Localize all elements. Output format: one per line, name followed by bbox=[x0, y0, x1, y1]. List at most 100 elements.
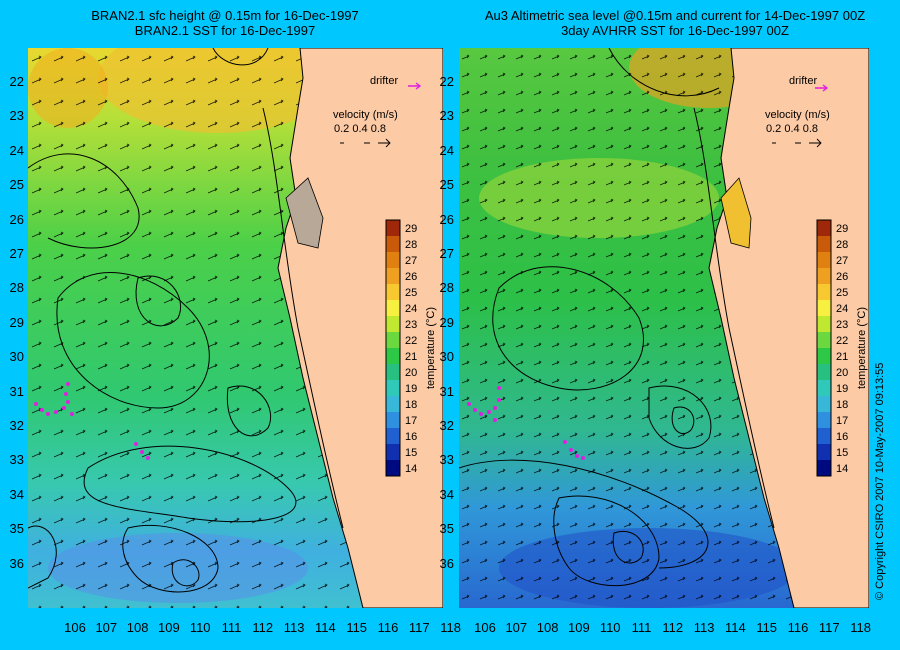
latitude-tick-label: 26 bbox=[439, 211, 454, 227]
colorbar-segment bbox=[817, 348, 831, 364]
latitude-tick-label: 22 bbox=[9, 74, 24, 89]
longitude-tick-label: 112 bbox=[252, 620, 274, 635]
velocity-scale-arrows bbox=[772, 138, 822, 148]
colorbar-tick-label: 19 bbox=[405, 383, 417, 395]
colorbar-tick-label: 29 bbox=[405, 223, 417, 235]
sea-level-contour bbox=[459, 459, 709, 569]
colorbar-segment bbox=[817, 380, 831, 396]
colorbar-segment bbox=[386, 236, 400, 252]
colorbar-tick-label: 23 bbox=[405, 319, 417, 331]
longitude-tick-label: 118 bbox=[440, 620, 461, 635]
latitude-tick-label: 30 bbox=[9, 349, 24, 365]
colorbar-tick-label: 24 bbox=[836, 303, 848, 315]
right-panel-title: Au3 Altimetric sea level @0.15m and curr… bbox=[470, 8, 880, 38]
sea-level-contour bbox=[28, 525, 57, 589]
colorbar-segment bbox=[386, 380, 400, 396]
colorbar-border bbox=[385, 219, 401, 477]
sea-level-contour bbox=[553, 495, 660, 587]
longitude-tick-label: 109 bbox=[158, 620, 180, 635]
latitude-tick-label: 34 bbox=[9, 486, 24, 502]
sea-level-contour bbox=[693, 107, 775, 529]
latitude-tick-label: 27 bbox=[439, 246, 454, 261]
longitude-tick-label: 117 bbox=[818, 620, 840, 635]
latitude-tick-label: 29 bbox=[439, 314, 454, 330]
colorbar-segment bbox=[817, 268, 831, 284]
sea-level-contour bbox=[212, 48, 269, 66]
colorbar-segment bbox=[386, 268, 400, 284]
landmass bbox=[277, 48, 443, 608]
longitude-tick-label: 112 bbox=[662, 620, 684, 635]
colorbar-tick-label: 26 bbox=[836, 271, 848, 283]
colorbar-tick-label: 21 bbox=[836, 351, 848, 363]
sea-level-contour bbox=[226, 385, 272, 437]
colorbar-segment bbox=[386, 252, 400, 268]
colorbar-segment bbox=[386, 220, 400, 236]
longitude-tick-label: 113 bbox=[283, 620, 305, 635]
colorbar-segment bbox=[817, 396, 831, 412]
latitude-tick-label: 23 bbox=[439, 108, 454, 124]
colorbar-segment bbox=[817, 236, 831, 252]
delta-region bbox=[285, 177, 324, 249]
latitude-tick-label: 23 bbox=[9, 108, 24, 124]
colorbar-tick-label: 26 bbox=[405, 271, 417, 283]
delta-region bbox=[720, 177, 752, 249]
colorbar-tick-label: 14 bbox=[405, 463, 417, 475]
colorbar-segment bbox=[817, 220, 831, 236]
latitude-tick-label: 27 bbox=[9, 246, 24, 261]
longitude-tick-label: 118 bbox=[850, 620, 871, 635]
colorbar-segment bbox=[817, 428, 831, 444]
colorbar-segment bbox=[817, 412, 831, 428]
right-map-panel: drifter velocity (m/s) 0.2 0.4 0.8 29 28 2… bbox=[459, 48, 869, 608]
colorbar-segment bbox=[817, 332, 831, 348]
longitude-tick-label: 108 bbox=[536, 620, 559, 635]
longitude-tick-label: 115 bbox=[756, 620, 778, 635]
latitude-tick-label: 35 bbox=[439, 521, 454, 537]
right-title-line2: 3day AVHRR SST for 16-Dec-1997 00Z bbox=[561, 23, 789, 38]
drifter-tracks bbox=[467, 386, 585, 460]
colorbar-segment bbox=[386, 444, 400, 460]
copyright-notice: © Copyright CSIRO 2007 10-May-2007 09:13… bbox=[874, 362, 886, 600]
longitude-tick-label: 114 bbox=[315, 620, 336, 635]
colorbar: 29 28 27 26 25 24 23 22 21 20 19 18 17 16 15 14 temperat… bbox=[816, 219, 868, 477]
colorbar-tick-label: 18 bbox=[405, 399, 417, 411]
colorbar-segment bbox=[386, 460, 400, 476]
latitude-tick-label: 24 bbox=[439, 142, 454, 158]
velocity-scale-values: 0.2 0.4 0.8 bbox=[766, 123, 818, 135]
colorbar-tick-label: 14 bbox=[836, 463, 848, 475]
sea-level-contour bbox=[671, 406, 695, 435]
sea-level-contour bbox=[262, 107, 344, 529]
sea-level-contour bbox=[135, 275, 182, 327]
colorbar-label: temperature (°C) bbox=[425, 307, 437, 389]
latitude-tick-label: 26 bbox=[9, 211, 24, 227]
colorbar-segment bbox=[817, 316, 831, 332]
left-panel-title: BRAN2.1 sfc height @ 0.15m for 16-Dec-19… bbox=[40, 8, 410, 38]
colorbar-tick-label: 17 bbox=[836, 415, 848, 427]
velocity-scale-arrows bbox=[340, 138, 391, 148]
longitude-tick-label: 111 bbox=[221, 620, 242, 635]
drifter-legend-arrow bbox=[815, 84, 829, 92]
sea-level-contour bbox=[83, 445, 297, 523]
latitude-tick-label: 22 bbox=[439, 74, 454, 89]
sea-level-contour bbox=[648, 385, 712, 449]
colorbar-tick-label: 23 bbox=[836, 319, 848, 331]
colorbar-tick-label: 22 bbox=[405, 335, 417, 347]
latitude-tick-label: 33 bbox=[9, 452, 24, 468]
longitude-tick-label: 106 bbox=[474, 620, 496, 635]
colorbar-tick-label: 22 bbox=[836, 335, 848, 347]
left-title-line1: BRAN2.1 sfc height @ 0.15m for 16-Dec-19… bbox=[91, 8, 359, 23]
colorbar-segment bbox=[386, 316, 400, 332]
longitude-tick-label: 108 bbox=[126, 620, 149, 635]
colorbar-tick-label: 28 bbox=[405, 239, 417, 251]
sea-level-contour bbox=[612, 530, 644, 564]
longitude-tick-label: 110 bbox=[599, 620, 621, 635]
colorbar-tick-label: 15 bbox=[836, 447, 848, 459]
colorbar-segment bbox=[817, 300, 831, 316]
colorbar-segment bbox=[386, 332, 400, 348]
colorbar-segment bbox=[817, 460, 831, 476]
latitude-tick-label: 32 bbox=[439, 418, 454, 433]
latitude-tick-label: 33 bbox=[439, 452, 454, 468]
latitude-tick-label: 28 bbox=[439, 280, 454, 296]
latitude-tick-label: 36 bbox=[9, 555, 24, 571]
colorbar-segment bbox=[386, 428, 400, 444]
sea-level-contour bbox=[492, 266, 645, 391]
